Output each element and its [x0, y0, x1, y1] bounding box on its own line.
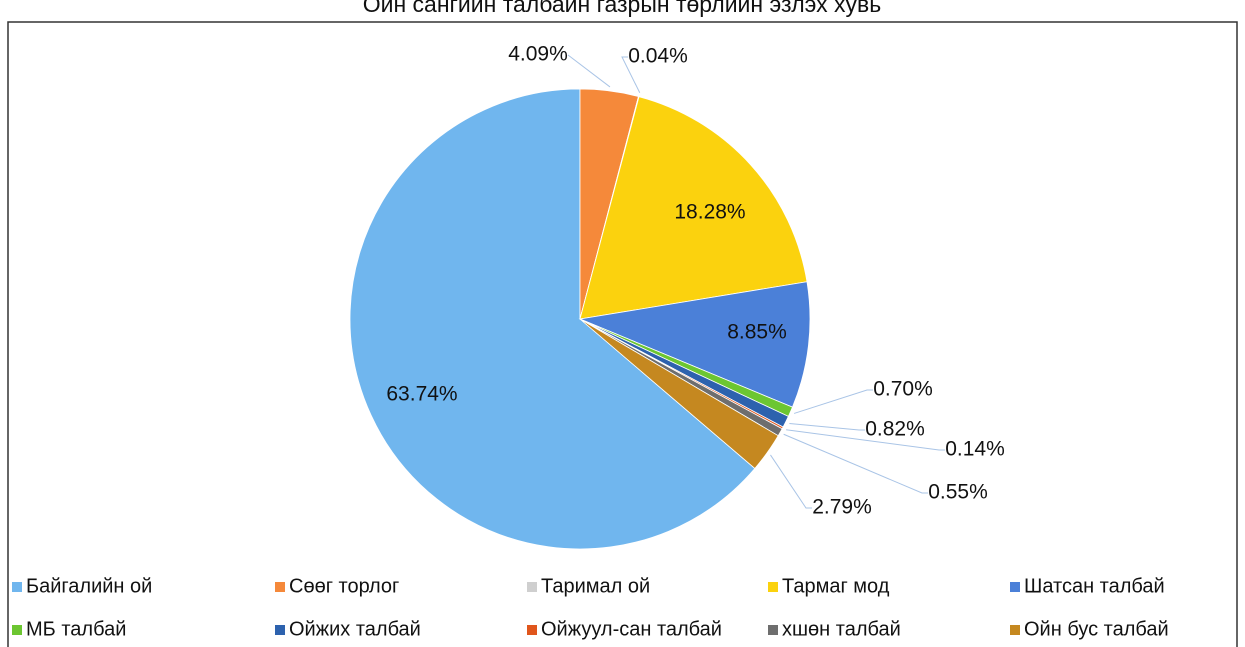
leader-line	[786, 429, 945, 451]
leader-line	[789, 423, 865, 431]
chart-title: Ойн сангийн талбайн газрын төрлийн эзлэх…	[363, 0, 882, 17]
pie-slice	[349, 88, 756, 550]
legend-label: Таримал ой	[541, 575, 650, 597]
legend-label: Байгалийн ой	[26, 575, 152, 597]
leader-line	[783, 433, 928, 494]
legend-label: Ойжуул-сан талбай	[541, 618, 722, 640]
data-label: 4.09%	[508, 43, 568, 66]
legend-label: МБ талбай	[26, 618, 126, 640]
data-label: 8.85%	[727, 321, 787, 344]
legend-label: Ойжих талбай	[289, 618, 421, 640]
legend-label: хшөн талбай	[782, 618, 901, 640]
pie-slice	[578, 281, 811, 408]
legend-label: Сөөг торлог	[289, 575, 399, 597]
legend-swatch	[275, 625, 285, 635]
legend-swatch	[768, 582, 778, 592]
leader-line	[567, 54, 611, 88]
legend-swatch	[1010, 582, 1020, 592]
legend-swatch	[12, 625, 22, 635]
data-label: 0.55%	[928, 481, 988, 504]
legend-label: Ойн бус талбай	[1024, 618, 1169, 640]
data-label: 0.14%	[945, 438, 1005, 461]
leader-line	[770, 454, 812, 509]
pie-slice	[579, 318, 779, 470]
data-label: 2.79%	[812, 496, 872, 519]
legend-swatch	[768, 625, 778, 635]
data-label: 0.04%	[628, 45, 688, 68]
legend-swatch	[527, 625, 537, 635]
legend-swatch	[12, 582, 22, 592]
legend-label: Шатсан талбай	[1024, 575, 1165, 597]
legend-swatch	[527, 582, 537, 592]
data-label: 0.70%	[873, 378, 933, 401]
leader-line	[793, 389, 873, 414]
legend-swatch	[275, 582, 285, 592]
legend-label: Тармаг мод	[782, 575, 890, 597]
legend-swatch	[1010, 625, 1020, 635]
pie-slice	[579, 96, 808, 320]
data-label: 0.82%	[865, 418, 925, 441]
data-label: 63.74%	[386, 383, 457, 406]
leader-line	[621, 56, 641, 93]
data-label: 18.28%	[674, 201, 745, 224]
